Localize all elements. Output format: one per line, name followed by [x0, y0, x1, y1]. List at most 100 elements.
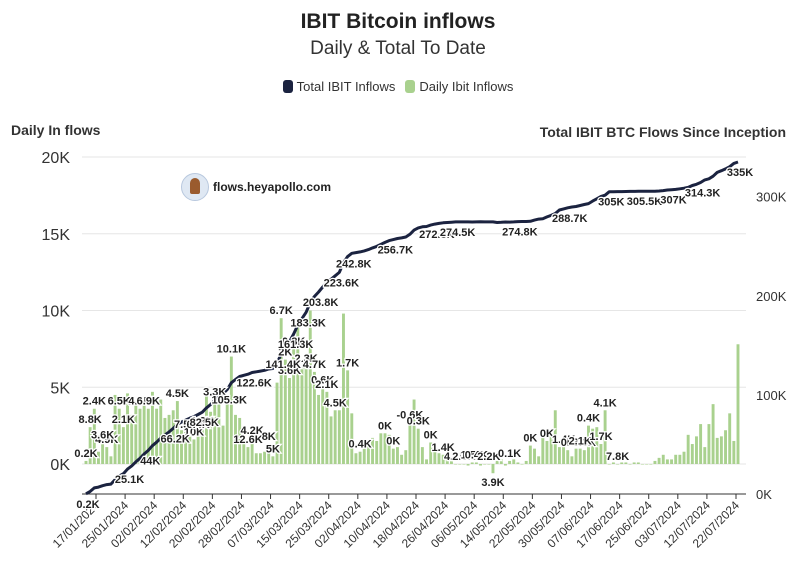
bar-data-label: 0.2K: [74, 448, 97, 460]
line-data-label: 105.3K: [211, 395, 247, 407]
daily-bar: [682, 451, 686, 464]
daily-bar: [404, 450, 408, 464]
daily-bar: [649, 464, 653, 465]
daily-bar: [375, 440, 379, 464]
chart-subtitle: Daily & Total To Date: [310, 38, 486, 59]
daily-bar: [400, 454, 404, 464]
line-data-label: 272.3K: [419, 229, 455, 241]
bar-data-label: 0.8K: [282, 336, 305, 348]
bar-data-label: 0.4K: [465, 449, 488, 461]
daily-bar: [483, 464, 487, 465]
bar-data-label: 1.5K: [461, 449, 484, 461]
legend-item-daily[interactable]: Daily Ibit Inflows: [405, 79, 513, 94]
bar-data-label: 2.2K: [477, 451, 500, 463]
daily-bar: [524, 460, 528, 464]
bar-data-label: 8K: [262, 431, 276, 443]
legend-swatch-daily: [405, 80, 416, 93]
bar-data-label: 4.6K: [128, 396, 151, 408]
daily-bar: [458, 464, 462, 465]
daily-bar: [396, 447, 399, 464]
daily-bar: [200, 428, 204, 464]
bar-data-label: 0K: [523, 433, 537, 445]
daily-bar: [736, 344, 740, 464]
daily-bar: [665, 459, 669, 464]
daily-bar: [732, 440, 736, 464]
daily-bar: [528, 445, 532, 464]
daily-bar: [603, 410, 607, 464]
daily-bar: [254, 453, 258, 464]
bar-data-label: 3.3K: [203, 387, 226, 399]
line-data-label: 223.6K: [324, 277, 360, 289]
bar-data-label: 4.5K: [324, 397, 347, 409]
bar-data-label: -0.6K: [396, 410, 423, 422]
bar-data-label: 1.9K: [191, 416, 214, 428]
legend-item-total[interactable]: Total IBIT Inflows: [282, 79, 396, 94]
daily-bar: [653, 460, 657, 464]
daily-bar: [362, 448, 366, 464]
line-data-label: 335K: [727, 167, 753, 179]
daily-bar: [279, 318, 283, 464]
right-axis-title: Total IBIT BTC Flows Since Inception: [539, 124, 786, 140]
line-data-label: 256.7K: [378, 245, 414, 257]
legend-label-total: Total IBIT Inflows: [296, 79, 396, 94]
daily-bar: [391, 448, 395, 464]
daily-bar: [711, 404, 715, 464]
legend-label-daily: Daily Ibit Inflows: [419, 79, 514, 94]
daily-bar: [296, 322, 300, 464]
bar-data-label: 3.3K: [573, 437, 596, 449]
daily-bar: [229, 356, 233, 464]
daily-bar: [425, 459, 428, 464]
daily-bar: [92, 408, 96, 464]
daily-bar: [578, 448, 582, 464]
bar-data-label: 10.1K: [217, 344, 246, 356]
daily-bar: [491, 464, 495, 474]
daily-bar: [645, 464, 649, 465]
bar-data-label: 2.1K: [112, 414, 135, 426]
bar-data-label: 4.2K: [240, 425, 263, 437]
daily-bar: [433, 448, 437, 464]
daily-bar: [441, 454, 445, 464]
daily-bar: [715, 437, 719, 464]
daily-bar: [379, 433, 383, 464]
daily-bar: [337, 410, 341, 464]
bar-data-label: 1.4K: [432, 442, 455, 454]
daily-bar: [470, 462, 474, 464]
bar-data-label: 0.3K: [407, 416, 430, 428]
bar-data-label: 0K: [424, 430, 438, 442]
line-data-label: 274.8K: [502, 227, 538, 239]
chart-title: IBIT Bitcoin inflows: [300, 10, 496, 33]
daily-bar: [234, 414, 237, 464]
daily-bar: [657, 457, 661, 464]
daily-bar: [204, 396, 208, 464]
daily-bar: [105, 447, 109, 464]
daily-bar: [587, 425, 590, 464]
daily-bar: [566, 450, 570, 464]
line-data-label: 288.7K: [552, 213, 588, 225]
daily-bar: [175, 401, 179, 464]
daily-bar: [321, 387, 325, 464]
bar-data-label: 4.7K: [303, 359, 326, 371]
daily-bar: [512, 459, 516, 464]
daily-bar: [329, 416, 333, 464]
daily-bar: [616, 464, 620, 465]
bar-data-label: 10K: [184, 426, 204, 438]
bar-data-label: 2.3K: [294, 353, 317, 365]
apollo-logo-icon: [181, 173, 209, 201]
bar-data-label: 0K: [386, 436, 400, 448]
daily-bar: [121, 427, 125, 464]
daily-bar: [537, 456, 541, 464]
bar-data-label: 0K: [561, 437, 575, 449]
daily-bar: [258, 453, 262, 464]
daily-bar: [325, 391, 329, 464]
daily-bar: [412, 399, 416, 464]
daily-bar: [267, 444, 271, 464]
daily-bar: [599, 444, 603, 464]
left-tick-label: 0K: [50, 457, 70, 474]
daily-bar: [192, 439, 196, 464]
line-data-label: 305.5K: [627, 196, 663, 208]
daily-bar: [217, 397, 221, 464]
line-data-label: 183.3K: [290, 317, 326, 329]
daily-bar: [238, 417, 242, 464]
bar-data-label: 0K: [540, 428, 554, 440]
daily-bar: [250, 437, 254, 464]
